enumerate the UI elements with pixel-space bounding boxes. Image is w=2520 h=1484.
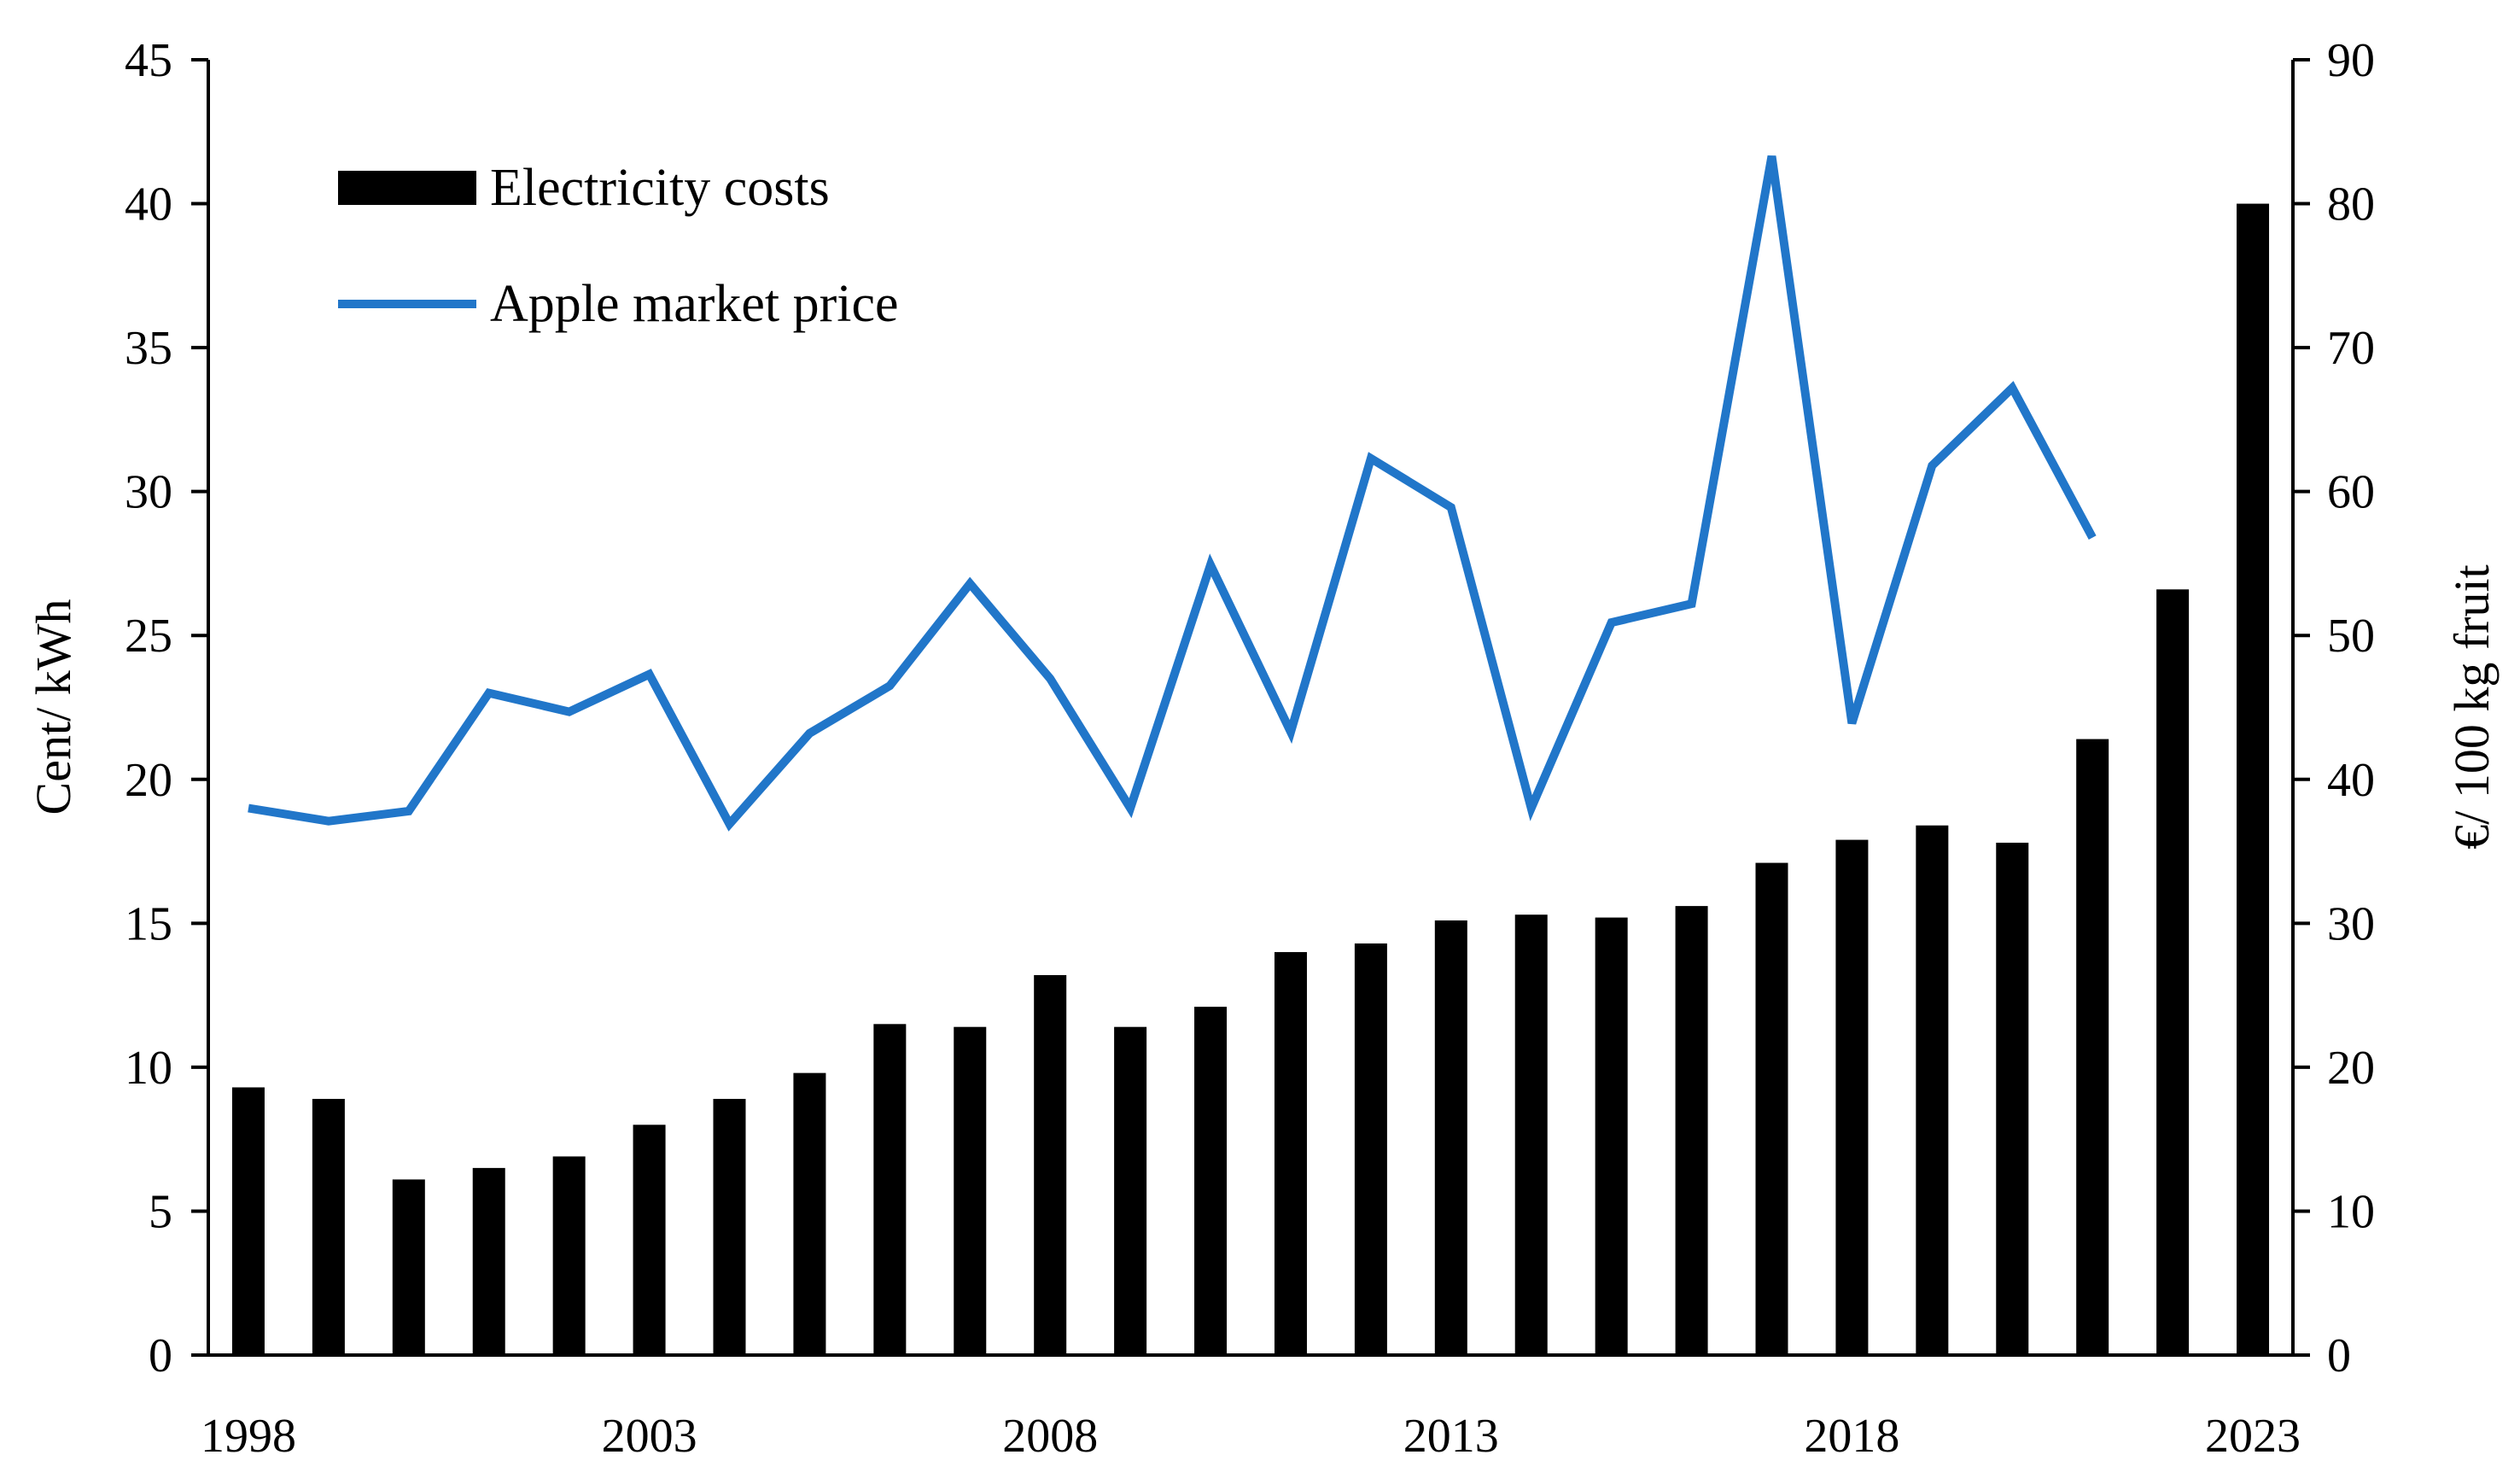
left-tick-label-20: 20 — [125, 754, 172, 807]
right-tick-label-50: 50 — [2327, 610, 2375, 663]
bar-2019 — [1916, 825, 1949, 1355]
x-tick-label-1998: 1998 — [201, 1410, 296, 1463]
bar-2010 — [1194, 1007, 1228, 1355]
bar-2014 — [1514, 914, 1548, 1355]
right-tick-label-40: 40 — [2327, 754, 2375, 807]
bar-2007 — [954, 1026, 987, 1355]
right-tick-label-0: 0 — [2327, 1329, 2351, 1382]
bar-2020 — [1996, 842, 2029, 1355]
legend-swatch-electricity — [338, 171, 476, 205]
bar-2013 — [1434, 920, 1467, 1355]
legend-label-apple: Apple market price — [490, 275, 899, 333]
left-tick-label-30: 30 — [125, 466, 172, 519]
left-tick-label-15: 15 — [125, 897, 172, 950]
left-tick-label-0: 0 — [149, 1329, 172, 1382]
right-tick-label-90: 90 — [2327, 34, 2375, 87]
bar-2018 — [1835, 839, 1869, 1355]
bar-2012 — [1354, 943, 1387, 1355]
axes-layer: 0 5 10 15 20 25 30 35 40 45 0 10 20 30 40 50 60 70 80 90 199… — [26, 34, 2500, 1463]
bar-2015 — [1595, 917, 1628, 1355]
bar-2003 — [633, 1125, 666, 1355]
bar-2008 — [1034, 975, 1067, 1355]
x-tick-label-2013: 2013 — [1403, 1410, 1499, 1463]
left-tick-label-25: 25 — [125, 610, 172, 663]
apple-price-line — [248, 155, 2097, 832]
bar-2023 — [2237, 203, 2270, 1356]
bar-2001 — [472, 1167, 505, 1355]
bar-2022 — [2156, 589, 2190, 1355]
bar-1999 — [312, 1098, 345, 1355]
right-tick-label-80: 80 — [2327, 178, 2375, 231]
right-tick-label-30: 30 — [2327, 897, 2375, 950]
x-tick-label-2018: 2018 — [1804, 1410, 1899, 1463]
bar-2009 — [1114, 1026, 1147, 1355]
bars-layer — [231, 203, 2270, 1356]
bar-2011 — [1274, 952, 1307, 1355]
left-tick-label-45: 45 — [125, 34, 172, 87]
x-tick-label-2008: 2008 — [1002, 1410, 1098, 1463]
right-tick-label-60: 60 — [2327, 466, 2375, 519]
left-tick-label-10: 10 — [125, 1042, 172, 1095]
left-tick-label-35: 35 — [125, 322, 172, 375]
bar-2002 — [552, 1156, 586, 1355]
line-layer — [248, 155, 2097, 832]
legend-label-electricity: Electricity costs — [490, 159, 830, 217]
bar-2006 — [873, 1024, 907, 1355]
left-axis-title: Cent/ kWh — [26, 599, 81, 815]
legend: Electricity costs Apple market price — [338, 159, 899, 333]
bar-2021 — [2076, 739, 2109, 1355]
x-tick-label-2023: 2023 — [2205, 1410, 2301, 1463]
right-tick-label-10: 10 — [2327, 1185, 2375, 1238]
bar-2005 — [793, 1072, 826, 1355]
bar-2017 — [1755, 862, 1788, 1355]
right-axis-title: €/ 100 kg fruit — [2444, 564, 2500, 849]
right-tick-label-20: 20 — [2327, 1042, 2375, 1095]
left-tick-label-5: 5 — [149, 1185, 172, 1238]
bar-2016 — [1675, 906, 1708, 1355]
bar-2004 — [713, 1098, 746, 1355]
x-tick-label-2003: 2003 — [602, 1410, 697, 1463]
bar-1998 — [231, 1087, 265, 1355]
right-tick-label-70: 70 — [2327, 322, 2375, 375]
left-tick-label-40: 40 — [125, 178, 172, 231]
bar-2000 — [392, 1179, 425, 1355]
